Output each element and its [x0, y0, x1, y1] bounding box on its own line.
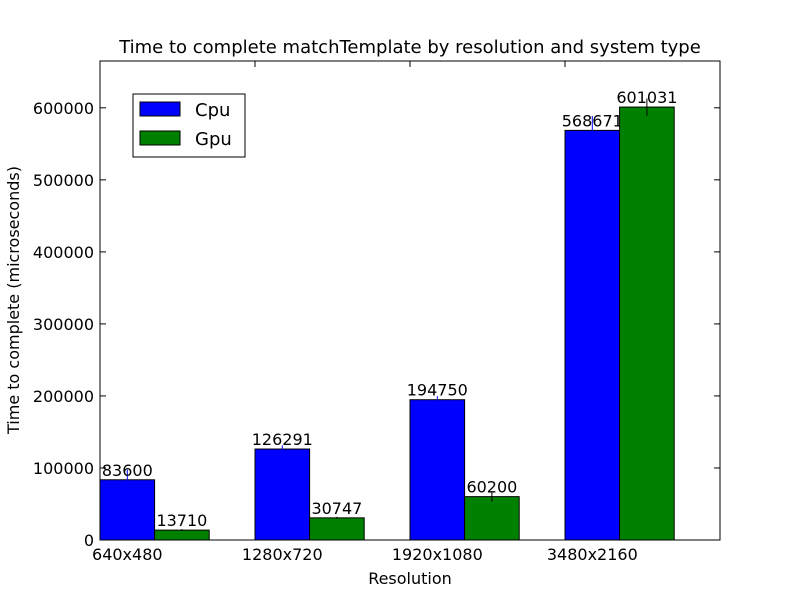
data-label-gpu-3480x2160: 601031	[616, 88, 677, 107]
legend-label-cpu: Cpu	[195, 100, 230, 121]
bar-cpu-3480x2160	[564, 129, 621, 541]
data-label-gpu-640x480: 13710	[156, 511, 207, 530]
plot-area: 83600 126291 194750 568671 13710 30747 60200 60…	[33, 60, 721, 564]
legend: Cpu Gpu	[132, 93, 246, 158]
data-label-cpu-640x480: 83600	[102, 461, 153, 480]
y-tick-label: 500000	[33, 171, 94, 190]
legend-swatch-cpu	[139, 101, 181, 117]
x-tick-label: 1920x1080	[392, 545, 483, 564]
x-tick-label: 640x480	[92, 545, 163, 564]
y-tick-label: 200000	[33, 387, 94, 406]
y-tick-label: 0	[84, 531, 94, 550]
x-axis-label: Resolution	[368, 569, 452, 588]
bar-gpu-1920x1080	[464, 496, 520, 541]
x-tick-label: 3480x2160	[547, 545, 638, 564]
bar-cpu-1920x1080	[409, 399, 466, 541]
legend-swatch-gpu	[139, 130, 181, 146]
data-label-cpu-3480x2160: 568671	[562, 111, 623, 130]
data-label-gpu-1280x720: 30747	[311, 499, 362, 518]
x-tick-label: 1280x720	[242, 545, 323, 564]
y-tick-label: 400000	[33, 243, 94, 262]
bar-gpu-640x480	[154, 529, 210, 541]
bar-gpu-3480x2160	[619, 106, 675, 541]
bar-gpu-1280x720	[309, 517, 365, 541]
data-label-cpu-1920x1080: 194750	[407, 381, 468, 400]
y-tick-label: 300000	[33, 315, 94, 334]
y-tick-label: 100000	[33, 459, 94, 478]
y-tick-label: 600000	[33, 99, 94, 118]
chart-title: Time to complete matchTemplate by resolu…	[118, 37, 701, 58]
bar-cpu-1280x720	[254, 448, 311, 541]
data-label-gpu-1920x1080: 60200	[466, 478, 517, 497]
data-label-cpu-1280x720: 126291	[252, 430, 313, 449]
legend-label-gpu: Gpu	[195, 129, 232, 150]
y-axis-label: Time to complete (microseconds)	[4, 166, 23, 435]
